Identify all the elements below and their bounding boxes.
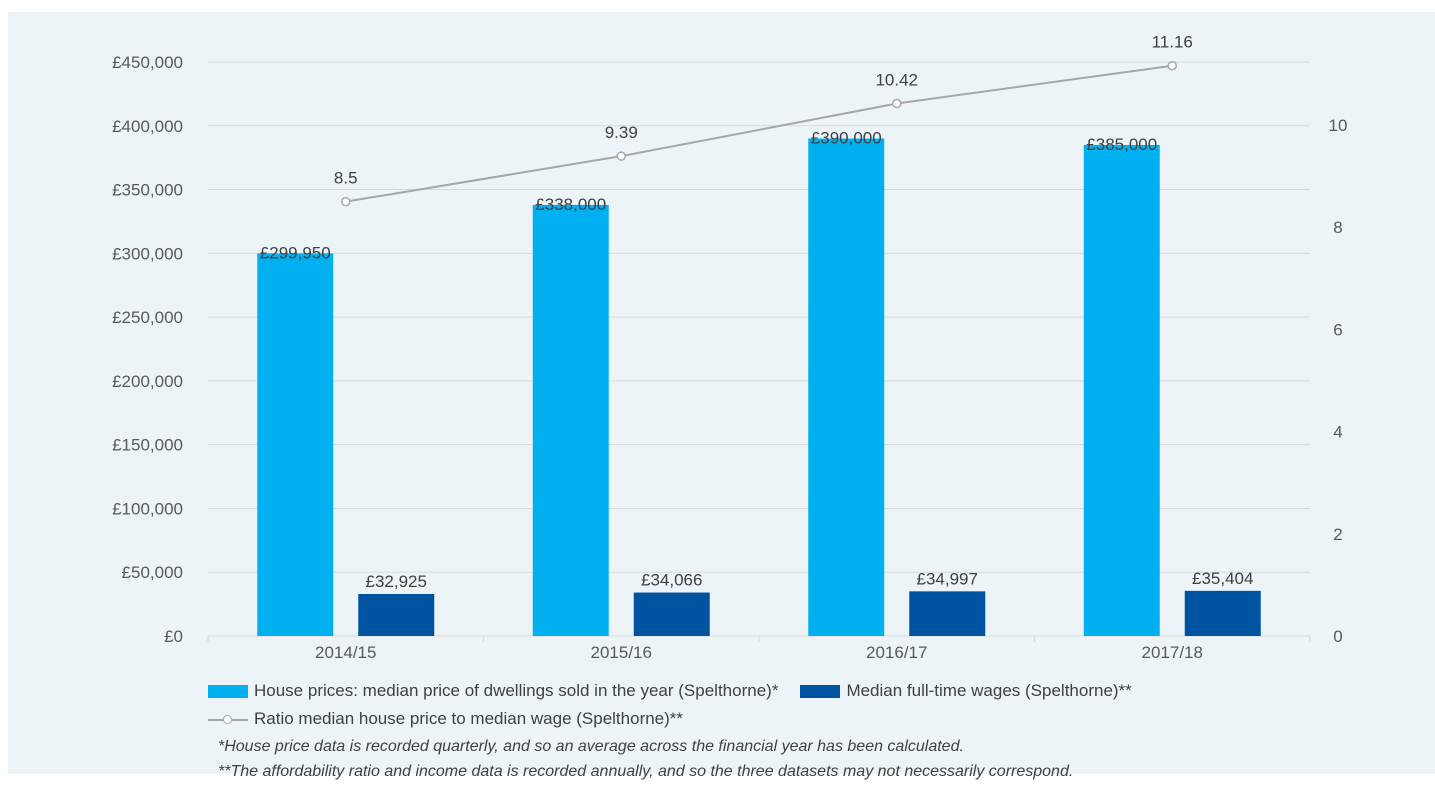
legend-swatch-house-prices — [208, 684, 248, 698]
y-right-tick-label: 6 — [1333, 320, 1342, 339]
legend-swatch-ratio — [208, 713, 248, 726]
data-label-median-wage: £32,925 — [366, 572, 427, 591]
data-label-median-wage: £34,997 — [917, 569, 978, 588]
y-left-tick-label: £200,000 — [112, 372, 183, 391]
note-house-price: *House price data is recorded quarterly,… — [218, 738, 964, 755]
legend-label-ratio: Ratio median house price to median wage … — [254, 709, 684, 728]
legend-label-wages: Median full-time wages (Spelthorne)** — [846, 681, 1132, 700]
legend-item-wages: Median full-time wages (Spelthorne)** — [800, 681, 1132, 701]
data-label-ratio: 9.39 — [605, 123, 638, 142]
y-right-tick-label: 8 — [1333, 218, 1342, 237]
bar-house-price — [257, 253, 334, 637]
x-tick-label: 2016/17 — [866, 643, 927, 662]
data-label-house-price: £299,950 — [260, 243, 331, 262]
chart-notes: *House price data is recorded quarterly,… — [218, 734, 1073, 784]
legend-swatch-wages — [800, 684, 841, 698]
chart-plot: £0 £50,000 £100,000 £150,000 £200,000 £250,00… — [112, 33, 1348, 662]
bar-median-wage — [909, 591, 986, 636]
y-left-tick-label: £50,000 — [122, 563, 183, 582]
bar-median-wage — [358, 594, 435, 636]
data-label-house-price: £390,000 — [811, 129, 882, 148]
y-left-tick-label: £150,000 — [112, 436, 183, 455]
data-label-ratio: 8.5 — [334, 169, 358, 188]
legend-item-ratio: Ratio median house price to median wage … — [208, 709, 683, 729]
y-left-tick-label: £100,000 — [112, 499, 183, 518]
y-left-tick-label: £300,000 — [112, 244, 183, 263]
note-affordability: **The affordability ratio and income dat… — [218, 763, 1074, 780]
data-label-house-price: £338,000 — [535, 195, 606, 214]
y-left-tick-label: £0 — [164, 627, 183, 646]
bar-house-price — [1083, 144, 1160, 636]
ratio-line — [345, 64, 1173, 203]
y-left-tick-label: £400,000 — [112, 117, 183, 136]
ratio-point — [1167, 60, 1177, 71]
data-label-ratio: 10.42 — [875, 71, 918, 90]
x-tick-label: 2017/18 — [1142, 643, 1203, 662]
y-left-tick-label: £250,000 — [112, 308, 183, 327]
data-label-median-wage: £34,066 — [641, 571, 702, 590]
data-label-house-price: £385,000 — [1086, 135, 1157, 154]
ratio-point — [892, 98, 902, 109]
y-right-tick-label: 4 — [1333, 423, 1342, 442]
y-right-tick-label: 2 — [1333, 525, 1342, 544]
chart-panel — [8, 12, 1435, 774]
y-left-tick-label: £450,000 — [112, 53, 183, 72]
y-right-tick-label: 10 — [1329, 116, 1348, 135]
x-tick-label: 2015/16 — [591, 643, 652, 662]
ratio-point — [341, 196, 351, 207]
data-label-median-wage: £35,404 — [1192, 569, 1253, 588]
legend-row: House prices: median price of dwellings … — [208, 677, 1154, 705]
ratio-point — [616, 151, 626, 161]
legend-item-house-prices: House prices: median price of dwellings … — [208, 681, 778, 701]
y-left-tick-label: £350,000 — [112, 181, 183, 200]
chart-legend: House prices: median price of dwellings … — [208, 677, 1154, 733]
bar-house-price — [808, 138, 885, 637]
legend-label-house-prices: House prices: median price of dwellings … — [254, 681, 779, 700]
y-right-tick-label: 0 — [1333, 627, 1342, 646]
x-tick-label: 2014/15 — [315, 643, 376, 662]
bar-median-wage — [633, 592, 710, 636]
data-label-ratio: 11.16 — [1152, 33, 1193, 52]
bar-house-price — [532, 204, 609, 636]
bar-median-wage — [1184, 590, 1261, 636]
legend-row: Ratio median house price to median wage … — [208, 705, 1154, 733]
